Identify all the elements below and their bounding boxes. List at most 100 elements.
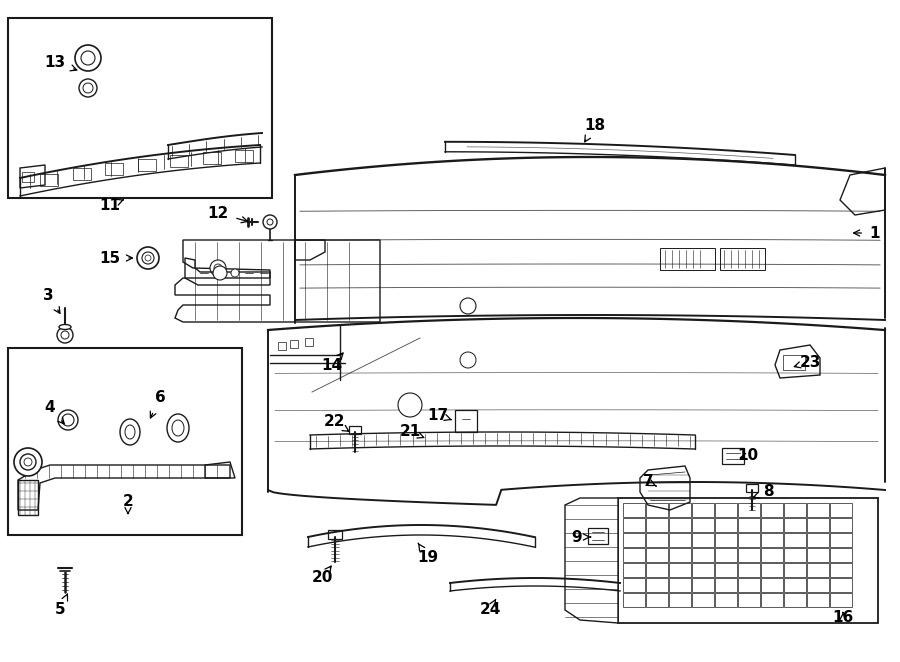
- Bar: [692, 578, 714, 592]
- Bar: [761, 563, 783, 577]
- Ellipse shape: [120, 419, 140, 445]
- Bar: [202, 152, 220, 164]
- Bar: [738, 563, 760, 577]
- Circle shape: [81, 51, 95, 65]
- Bar: [646, 578, 668, 592]
- Circle shape: [460, 298, 476, 314]
- Bar: [22, 172, 34, 182]
- Bar: [738, 548, 760, 562]
- Circle shape: [398, 393, 422, 417]
- Bar: [715, 533, 737, 547]
- Text: 17: 17: [428, 408, 452, 422]
- Bar: [588, 528, 608, 544]
- Bar: [692, 593, 714, 607]
- Bar: [761, 503, 783, 517]
- Circle shape: [79, 79, 97, 97]
- Bar: [784, 548, 806, 562]
- Bar: [618, 498, 878, 623]
- Bar: [669, 533, 691, 547]
- Circle shape: [24, 458, 32, 466]
- Ellipse shape: [125, 425, 135, 439]
- Circle shape: [20, 454, 36, 470]
- Bar: [807, 503, 829, 517]
- Text: 13: 13: [44, 54, 76, 71]
- Bar: [669, 578, 691, 592]
- Circle shape: [137, 247, 159, 269]
- Text: 16: 16: [832, 610, 853, 626]
- Bar: [623, 578, 645, 592]
- Bar: [278, 342, 286, 350]
- Circle shape: [58, 410, 78, 430]
- Text: 2: 2: [122, 495, 133, 514]
- Text: 10: 10: [737, 448, 759, 463]
- Bar: [692, 548, 714, 562]
- Bar: [738, 593, 760, 607]
- Bar: [669, 563, 691, 577]
- Text: 4: 4: [45, 401, 64, 424]
- Bar: [807, 548, 829, 562]
- Bar: [761, 593, 783, 607]
- Bar: [830, 578, 852, 592]
- Text: 18: 18: [584, 117, 606, 142]
- Bar: [715, 578, 737, 592]
- Ellipse shape: [167, 414, 189, 442]
- Bar: [646, 518, 668, 532]
- Text: 9: 9: [572, 530, 590, 545]
- Bar: [738, 578, 760, 592]
- Bar: [235, 150, 253, 162]
- Bar: [784, 578, 806, 592]
- Bar: [646, 593, 668, 607]
- Bar: [807, 533, 829, 547]
- Text: 15: 15: [99, 250, 132, 265]
- Bar: [761, 578, 783, 592]
- Bar: [830, 533, 852, 547]
- Circle shape: [214, 264, 222, 272]
- Bar: [830, 548, 852, 562]
- Bar: [105, 164, 123, 175]
- Text: 20: 20: [311, 566, 333, 585]
- Bar: [715, 593, 737, 607]
- Bar: [807, 578, 829, 592]
- Bar: [761, 548, 783, 562]
- Text: 19: 19: [418, 543, 438, 565]
- Circle shape: [142, 252, 154, 264]
- Ellipse shape: [172, 420, 184, 436]
- Bar: [646, 503, 668, 517]
- Bar: [646, 563, 668, 577]
- Circle shape: [267, 219, 273, 225]
- Bar: [784, 593, 806, 607]
- Ellipse shape: [59, 324, 71, 330]
- Bar: [138, 159, 156, 171]
- Text: 5: 5: [55, 594, 68, 618]
- Circle shape: [213, 266, 227, 280]
- Circle shape: [83, 83, 93, 93]
- Polygon shape: [565, 498, 618, 623]
- Bar: [830, 593, 852, 607]
- Bar: [8, 18, 272, 198]
- Bar: [669, 548, 691, 562]
- Bar: [669, 593, 691, 607]
- Text: 8: 8: [753, 485, 773, 500]
- Circle shape: [75, 45, 101, 71]
- Text: 3: 3: [42, 287, 60, 313]
- Bar: [646, 548, 668, 562]
- Bar: [669, 503, 691, 517]
- Bar: [623, 548, 645, 562]
- Bar: [738, 503, 760, 517]
- Bar: [715, 518, 737, 532]
- Bar: [746, 484, 758, 492]
- Bar: [669, 518, 691, 532]
- Bar: [349, 426, 361, 434]
- Bar: [623, 533, 645, 547]
- Bar: [715, 563, 737, 577]
- Bar: [784, 533, 806, 547]
- Circle shape: [231, 269, 239, 277]
- Bar: [692, 518, 714, 532]
- Bar: [73, 168, 91, 180]
- Circle shape: [61, 331, 69, 339]
- Bar: [455, 410, 477, 432]
- Circle shape: [145, 255, 151, 261]
- Bar: [692, 563, 714, 577]
- Bar: [784, 518, 806, 532]
- Bar: [328, 530, 342, 539]
